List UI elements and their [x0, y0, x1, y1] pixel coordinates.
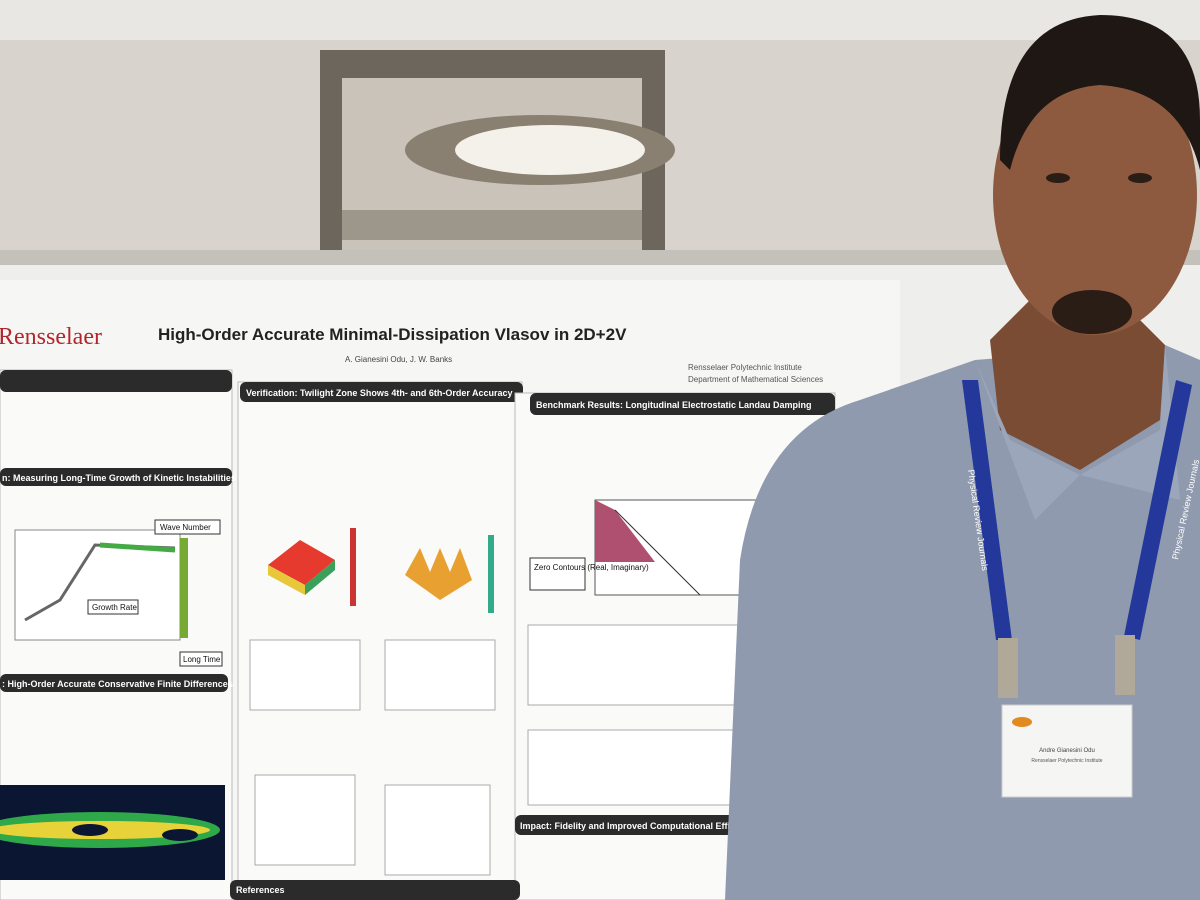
plot	[384, 639, 496, 711]
callout-box	[87, 599, 139, 615]
surface-plot	[305, 560, 335, 595]
hair	[1000, 15, 1200, 170]
eye	[1128, 173, 1152, 183]
lanyard-clip	[998, 638, 1018, 698]
section-heading: Impact: Fidelity and Improved Computatio…	[520, 821, 730, 831]
plot	[249, 639, 361, 711]
section-heading: References	[236, 885, 285, 895]
colorbar	[488, 535, 494, 613]
heatmap-eye	[72, 824, 108, 836]
callout-box	[179, 651, 223, 667]
callout: Wave Number	[160, 523, 211, 532]
colorbar	[180, 538, 188, 638]
surface-plot	[268, 540, 335, 585]
surface-plot	[405, 548, 472, 600]
poster-logo: Rensselaer	[0, 324, 102, 350]
plot	[384, 784, 491, 876]
badge-logo	[1012, 717, 1032, 727]
surface-plot	[268, 565, 305, 595]
window-lower	[342, 210, 642, 240]
section-heading: Benchmark Results: Longitudinal Electros…	[536, 400, 812, 410]
lanyard	[1124, 380, 1192, 640]
callout-box	[154, 519, 221, 535]
callout: Zero Contours (Real, Imaginary)	[534, 563, 649, 572]
plot	[527, 624, 739, 706]
section-heading: : High-Order Accurate Conservative Finit…	[2, 679, 233, 689]
colorbar	[350, 528, 356, 606]
lanyard	[962, 380, 1012, 640]
collar	[1080, 345, 1180, 500]
badge-name: Andre Gianesini Odu	[1039, 748, 1095, 754]
panel-header	[0, 370, 232, 392]
panel-header	[230, 880, 520, 900]
neck	[990, 290, 1165, 470]
plot-region	[595, 500, 655, 562]
affiliation: Department of Mathematical Sciences	[688, 375, 823, 384]
plot	[527, 729, 739, 806]
face	[993, 55, 1197, 335]
callout-box	[529, 557, 586, 591]
panel-header	[0, 468, 232, 486]
callout: Growth Rate	[92, 603, 137, 612]
section-heading: n: Measuring Long-Time Growth of Kinetic…	[2, 473, 236, 483]
lanyard-clip	[1115, 635, 1135, 695]
plot-line	[99, 542, 176, 553]
poster-authors: A. Gianesini Odu, J. W. Banks	[345, 355, 452, 364]
panel-header	[0, 674, 228, 692]
plot	[254, 774, 356, 866]
plot-line	[614, 509, 701, 596]
collar	[975, 360, 1080, 520]
affiliation: Rensselaer Polytechnic Institute	[688, 363, 802, 372]
badge-institution: Rensselaer Polytechnic Institute	[1031, 758, 1102, 764]
beard	[1052, 290, 1132, 334]
eye	[1046, 173, 1070, 183]
section-heading: Verification: Twilight Zone Shows 4th- a…	[246, 388, 513, 398]
callout: Long Time	[183, 655, 221, 664]
poster-title: High-Order Accurate Minimal-Dissipation …	[158, 325, 627, 344]
ceiling-light	[455, 125, 645, 175]
ceiling	[0, 0, 1200, 40]
panel-header	[240, 382, 523, 402]
panel-header	[530, 393, 835, 415]
heatmap-eye	[162, 829, 198, 841]
